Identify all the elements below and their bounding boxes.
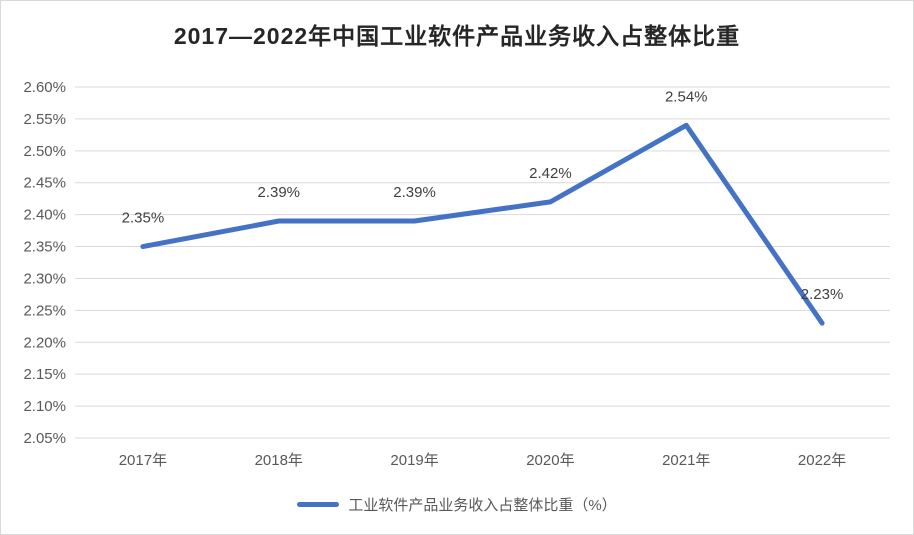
y-axis-tick-label: 2.20% xyxy=(23,334,66,351)
x-axis-label: 2020年 xyxy=(526,452,574,469)
y-axis-tick-label: 2.55% xyxy=(23,111,66,128)
data-label: 2.39% xyxy=(257,184,300,201)
y-axis-tick-label: 2.60% xyxy=(23,79,66,96)
data-label: 2.35% xyxy=(122,210,165,227)
legend: 工业软件产品业务收入占整体比重（%） xyxy=(1,492,913,516)
y-axis-tick-label: 2.30% xyxy=(23,270,66,287)
x-axis-label: 2021年 xyxy=(662,452,710,469)
y-axis-tick-label: 2.05% xyxy=(23,430,66,447)
x-axis-label: 2018年 xyxy=(255,452,303,469)
data-label: 2.54% xyxy=(665,88,708,105)
series-line xyxy=(140,122,825,326)
y-axis-tick-label: 2.15% xyxy=(23,366,66,383)
legend-series-label: 工业软件产品业务收入占整体比重（%） xyxy=(348,496,617,514)
data-label: 2.39% xyxy=(393,184,436,201)
x-axis-label: 2022年 xyxy=(798,452,846,469)
x-axis-label: 2019年 xyxy=(390,452,438,469)
y-axis-tick-label: 2.50% xyxy=(23,143,66,160)
y-axis-tick-label: 2.35% xyxy=(23,239,66,256)
y-axis-tick-label: 2.40% xyxy=(23,207,66,224)
y-axis-tick-label: 2.25% xyxy=(23,302,66,319)
y-axis-tick-label: 2.10% xyxy=(23,398,66,415)
legend-line-marker xyxy=(297,501,340,507)
chart-title: 2017—2022年中国工业软件产品业务收入占整体比重 xyxy=(173,23,741,49)
data-label: 2.42% xyxy=(529,165,572,182)
y-axis-tick-label: 2.45% xyxy=(23,175,66,192)
data-label: 2.23% xyxy=(801,286,844,303)
x-axis-label: 2017年 xyxy=(119,452,167,469)
